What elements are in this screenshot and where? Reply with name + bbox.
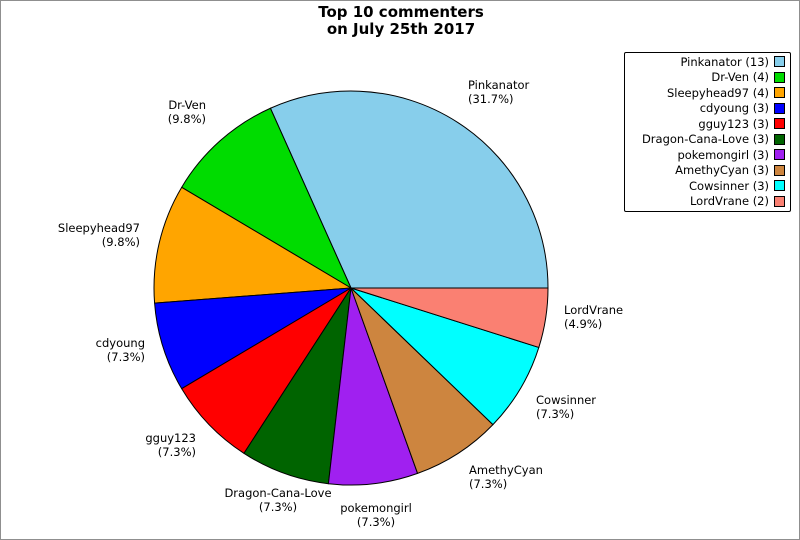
pie-slice-sleepyhead97 (153, 186, 352, 304)
pie-label-percent: (7.3%) (469, 477, 508, 491)
legend-entry: Dr-Ven (4) (627, 70, 785, 86)
legend-color-swatch (774, 149, 785, 161)
legend-entry-label: AmethyCyan (3) (675, 163, 769, 178)
pie-label-name: Dragon-Cana-Love (224, 486, 332, 500)
pie-label-lordvrane: LordVrane (4.9%) (564, 303, 623, 331)
pie-label-name: LordVrane (564, 303, 624, 317)
legend-entry: Sleepyhead97 (4) (627, 85, 785, 101)
legend-color-swatch (774, 118, 785, 130)
legend-entry-label: pokemongirl (3) (677, 147, 769, 162)
pie-label-amethycyan: AmethyCyan (7.3%) (469, 463, 543, 491)
pie-label-name: AmethyCyan (469, 463, 543, 477)
legend-color-swatch (774, 56, 785, 68)
legend-entry-label: LordVrane (2) (689, 194, 769, 209)
legend-entry: LordVrane (2) (627, 194, 785, 210)
legend-entry: Dragon-Cana-Love (3) (627, 132, 785, 148)
pie-label-name: pokemongirl (340, 501, 412, 515)
legend-entry-label: gguy123 (3) (698, 116, 769, 131)
pie-slice-dr-ven (181, 107, 352, 289)
legend-entry-label: Cowsinner (3) (689, 178, 769, 193)
pie-label-name: Cowsinner (536, 393, 597, 407)
pie-label-gguy123: gguy123 (7.3%) (145, 431, 196, 459)
pie-label-percent: (7.3%) (356, 515, 396, 529)
chart-title-line1: Top 10 commenters (318, 3, 484, 21)
pie-label-cowsinner: Cowsinner (7.3%) (536, 393, 596, 421)
pie-label-sleepyhead97: Sleepyhead97 (9.8%) (58, 221, 140, 249)
pie-label-percent: (7.3%) (157, 445, 196, 459)
legend-entry: cdyoung (3) (627, 101, 785, 117)
legend-entry-label: Dragon-Cana-Love (3) (641, 132, 769, 147)
legend: Pinkanator (13) Dr-Ven (4) Sleepyhead97 (4… (624, 52, 791, 212)
pie-label-pinkanator: Pinkanator (31.7%) (468, 78, 529, 106)
pie-label-name: Pinkanator (468, 78, 530, 92)
legend-entry: AmethyCyan (3) (627, 163, 785, 179)
pie-label-percent: (9.8%) (101, 235, 140, 249)
legend-color-swatch (774, 133, 785, 145)
chart-title-line2: on July 25th 2017 (326, 20, 476, 38)
legend-entry-label: Sleepyhead97 (4) (666, 85, 769, 100)
legend-entry: gguy123 (3) (627, 116, 785, 132)
legend-entry: Cowsinner (3) (627, 178, 785, 194)
legend-entry-label: Dr-Ven (4) (711, 70, 769, 85)
chart-title: Top 10 commenters on July 25th 2017 (1, 3, 799, 38)
pie-label-dr-ven: Dr-Ven (9.8%) (168, 98, 206, 126)
pie-label-percent: (4.9%) (564, 317, 603, 331)
legend-color-swatch (774, 87, 785, 99)
pie-label-cdyoung: cdyoung (7.3%) (96, 336, 145, 364)
pie-label-name: cdyoung (95, 336, 145, 350)
pie-label-dragon-cana-love: Dragon-Cana-Love (7.3%) (224, 486, 331, 514)
legend-entry: pokemongirl (3) (627, 147, 785, 163)
legend-color-swatch (774, 195, 785, 207)
pie-slice-lordvrane (350, 287, 549, 348)
legend-entry: Pinkanator (13) (627, 54, 785, 70)
pie-label-pokemongirl: pokemongirl (7.3%) (340, 501, 412, 529)
pie-label-name: Dr-Ven (168, 98, 206, 112)
legend-entry-label: Pinkanator (13) (680, 54, 769, 69)
pie-slice-pinkanator (269, 90, 549, 289)
pie-label-percent: (7.3%) (258, 500, 298, 514)
pie-label-name: Sleepyhead97 (57, 221, 140, 235)
legend-color-swatch (774, 71, 785, 83)
pie-label-percent: (31.7%) (468, 92, 514, 106)
pie-label-percent: (7.3%) (106, 350, 145, 364)
pie-label-name: gguy123 (145, 431, 196, 445)
pie-label-percent: (7.3%) (536, 407, 575, 421)
legend-color-swatch (774, 102, 785, 114)
legend-color-swatch (774, 164, 785, 176)
legend-entry-label: cdyoung (3) (699, 101, 769, 116)
pie-label-percent: (9.8%) (167, 112, 206, 126)
legend-color-swatch (774, 180, 785, 192)
